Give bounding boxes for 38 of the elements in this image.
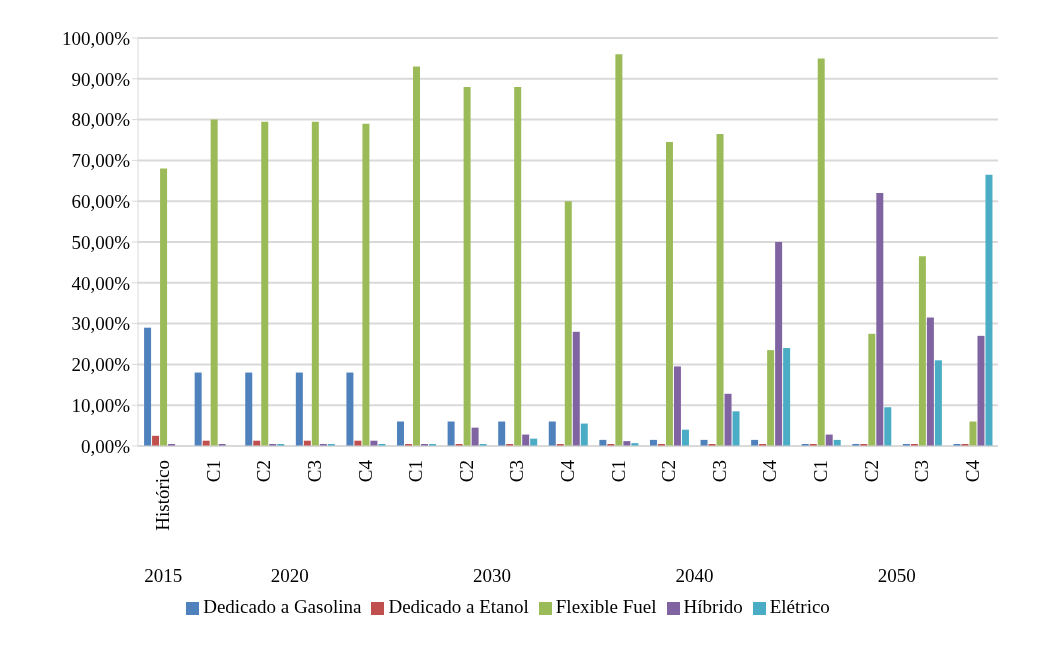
legend-label: Dedicado a Etanol <box>388 596 529 617</box>
y-tick-label: 30,00% <box>71 313 131 335</box>
x-tick-label: C2 <box>860 460 882 483</box>
x-tick-label: C1 <box>809 460 831 483</box>
y-tick-label: 70,00% <box>71 150 131 172</box>
x-tick-label: C3 <box>506 460 528 483</box>
legend-label: Flexible Fuel <box>555 596 657 617</box>
x-tick-label: C4 <box>557 459 578 483</box>
y-tick-label: 10,00% <box>71 394 131 416</box>
y-tick-label: 20,00% <box>71 354 131 376</box>
y-tick-label: 0,00% <box>80 435 131 457</box>
x-tick-label: C4 <box>961 459 983 483</box>
x-tick-label: C4 <box>759 459 781 483</box>
y-tick-label: 40,00% <box>71 272 131 294</box>
x-tick-label: C2 <box>253 460 275 483</box>
x-tick-label: C3 <box>911 460 933 483</box>
legend-label: Híbrido <box>683 596 743 617</box>
x-tick-label: C2 <box>658 460 680 483</box>
x-tick-label: C3 <box>304 460 326 483</box>
y-tick-label: 50,00% <box>71 231 131 253</box>
x-tick-label: Histórico <box>152 460 174 531</box>
y-tick-label: 80,00% <box>71 109 131 131</box>
x-tick-label: C2 <box>455 460 477 483</box>
y-tick-label: 100,00% <box>61 27 131 49</box>
text: 2015 <box>144 565 183 586</box>
legend-label: Dedicado a Gasolina <box>203 596 362 617</box>
x-tick-label: C1 <box>405 460 427 483</box>
x-tick-label: C4 <box>354 459 376 483</box>
x-tick-label: C1 <box>202 460 224 483</box>
text: 2030 <box>473 565 512 586</box>
x-tick-label: C1 <box>607 460 629 483</box>
text: 2050 <box>877 565 916 586</box>
y-tick-label: 60,00% <box>71 190 131 212</box>
text: 2020 <box>270 565 309 586</box>
x-tick-label: C3 <box>708 460 730 483</box>
legend-label: Elétrico <box>769 596 830 617</box>
text: 2040 <box>675 565 714 586</box>
y-tick-label: 90,00% <box>71 68 131 90</box>
